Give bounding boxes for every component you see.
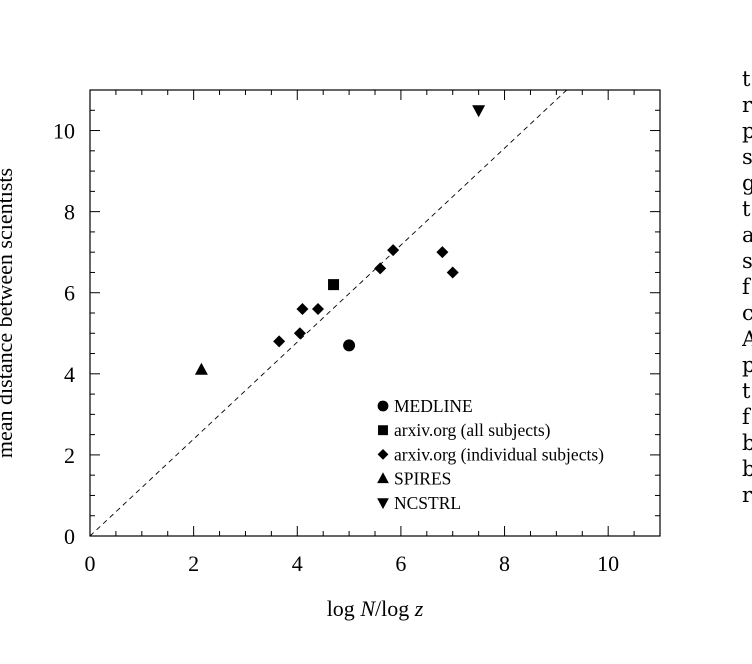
x-tick-label: 0 xyxy=(85,551,96,576)
data-point-diamond xyxy=(387,244,400,257)
data-point-diamond xyxy=(312,302,324,315)
x-tick-label: 10 xyxy=(597,551,619,576)
body-text-line: f xyxy=(742,275,750,299)
x-axis-label: log N/log z xyxy=(327,596,424,621)
legend-label: MEDLINE xyxy=(394,396,473,416)
y-tick-label: 4 xyxy=(64,362,75,387)
body-text-line: b xyxy=(742,457,752,481)
body-text-line: s xyxy=(742,145,752,169)
body-text-line: t xyxy=(742,197,751,221)
legend-label: NCSTRL xyxy=(394,493,461,513)
data-point-triangle-down xyxy=(472,105,486,118)
body-text-line: p xyxy=(742,353,752,377)
legend-label: SPIRES xyxy=(394,469,451,489)
body-text-line: c xyxy=(742,301,752,325)
data-point-square xyxy=(328,279,340,291)
plot-frame xyxy=(89,89,661,537)
y-tick-label: 10 xyxy=(53,119,75,144)
body-text-line: t xyxy=(742,379,751,403)
legend-marker-triangle-down xyxy=(377,498,389,510)
legend-marker-diamond xyxy=(377,449,389,460)
x-tick-label: 4 xyxy=(292,551,303,576)
data-point-circle xyxy=(343,339,356,352)
body-text-line: f xyxy=(742,405,750,429)
x-tick-label: 8 xyxy=(499,551,510,576)
body-text-line: p xyxy=(742,119,752,143)
y-axis-label: mean distance between scientists xyxy=(0,168,17,458)
data-point-diamond xyxy=(374,262,387,275)
data-point-diamond xyxy=(446,266,459,279)
body-text-line: r xyxy=(742,93,752,117)
data-point-diamond xyxy=(436,246,449,259)
body-text-line: b xyxy=(742,431,752,455)
data-point-diamond xyxy=(296,302,309,315)
data-point-triangle-up xyxy=(194,362,208,375)
legend-marker-square xyxy=(378,425,388,436)
body-text-line: t xyxy=(742,67,751,91)
y-tick-label: 6 xyxy=(64,281,75,306)
body-text-line: g xyxy=(742,171,752,195)
body-text-line: a xyxy=(742,223,752,247)
legend-label: arxiv.org (all subjects) xyxy=(394,420,551,440)
data-point-diamond xyxy=(273,335,286,348)
data-point-diamond xyxy=(293,327,306,340)
y-tick-label: 8 xyxy=(64,200,75,225)
legend-marker-circle xyxy=(377,400,389,412)
reference-line xyxy=(89,89,568,537)
legend-label: arxiv.org (individual subjects) xyxy=(394,444,604,464)
x-tick-label: 2 xyxy=(188,551,199,576)
body-text-line: r xyxy=(742,483,752,507)
y-tick-label: 2 xyxy=(64,443,75,468)
body-text-line: A xyxy=(742,327,752,351)
x-tick-label: 6 xyxy=(395,551,406,576)
body-text-line: s xyxy=(742,249,752,273)
legend-marker-triangle-up xyxy=(377,472,389,484)
y-tick-label: 0 xyxy=(64,524,75,549)
